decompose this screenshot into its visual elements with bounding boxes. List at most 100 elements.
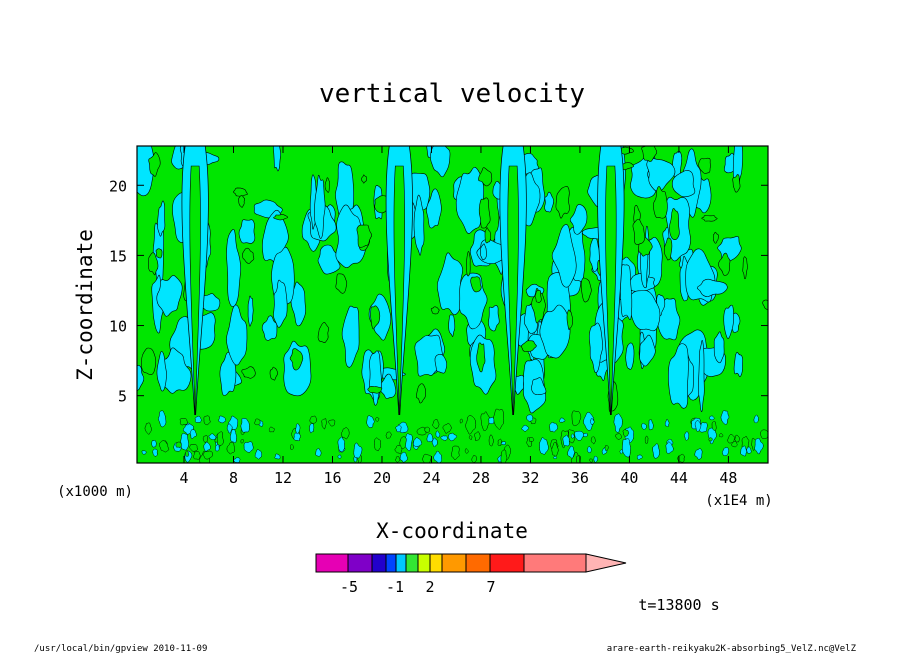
updraft-region	[619, 264, 633, 320]
boundary-cell	[615, 433, 622, 440]
downdraft-region	[478, 167, 493, 187]
updraft-region	[226, 228, 241, 307]
boundary-cell	[619, 449, 623, 455]
boundary-cell	[433, 450, 442, 463]
boundary-cell	[450, 445, 460, 460]
boundary-cell	[179, 418, 188, 426]
boundary-cell	[582, 432, 588, 438]
boundary-cell	[459, 418, 463, 424]
boundary-cell	[321, 418, 327, 430]
downdraft-region	[430, 306, 440, 315]
boundary-cell	[194, 415, 202, 423]
boundary-cell	[694, 420, 702, 432]
boundary-cell	[573, 430, 584, 441]
boundary-cell	[426, 433, 434, 443]
plume-core	[507, 165, 519, 420]
boundary-cell	[590, 417, 595, 426]
boundary-cell	[665, 441, 674, 454]
boundary-cell	[159, 440, 170, 453]
boundary-cell	[526, 414, 534, 422]
boundary-cell	[589, 458, 593, 463]
boundary-cell	[590, 436, 596, 445]
x-tick-label: 20	[373, 469, 391, 487]
boundary-cell	[274, 453, 281, 460]
colorbar-labels: -5 -1 2 7	[340, 578, 496, 596]
boundary-cell	[152, 448, 158, 457]
downdraft-region	[470, 276, 482, 293]
boundary-cell	[309, 415, 317, 424]
y-tick-label: 10	[109, 318, 127, 336]
downdraft-region	[232, 187, 248, 197]
updraft-region	[413, 194, 425, 256]
boundary-cell	[571, 410, 582, 427]
updraft-region	[696, 278, 728, 297]
updraft-region	[723, 304, 734, 339]
colorbar-extension	[585, 553, 627, 573]
boundary-cell	[309, 423, 315, 434]
updraft-region	[646, 158, 676, 192]
boundary-cell	[341, 427, 350, 440]
updraft-region	[448, 314, 456, 337]
downdraft-region	[238, 195, 245, 208]
downdraft-region	[148, 152, 161, 177]
colorbar-label: -5	[340, 578, 358, 596]
updraft-region	[668, 343, 689, 409]
boundary-cell	[567, 445, 575, 459]
x-tick-label: 44	[670, 469, 688, 487]
boundary-cell	[315, 448, 322, 457]
x-tick-label: 32	[521, 469, 539, 487]
updraft-region	[698, 340, 705, 413]
boundary-cell	[480, 411, 491, 432]
downdraft-region	[370, 305, 381, 330]
boundary-cell	[709, 415, 715, 421]
y-axis-unit: (x1000 m)	[57, 484, 133, 500]
boundary-cell	[328, 419, 336, 427]
boundary-cell	[216, 431, 224, 446]
x-tick-label: 36	[571, 469, 589, 487]
boundary-cell	[501, 441, 507, 445]
x-tick-label: 12	[274, 469, 292, 487]
downdraft-region	[335, 273, 348, 294]
downdraft-region	[324, 177, 330, 193]
boundary-cell	[254, 449, 262, 460]
colorbar-segment	[523, 553, 587, 573]
updraft-region	[539, 304, 571, 359]
updraft-region	[713, 331, 725, 364]
boundary-cell	[399, 451, 408, 463]
boundary-cell	[395, 456, 401, 463]
downdraft-region	[155, 248, 163, 259]
colorbar-segment	[315, 553, 349, 573]
boundary-cell	[720, 410, 730, 425]
downdraft-region	[762, 299, 768, 310]
boundary-cell	[208, 433, 217, 441]
x-tick-label: 28	[472, 469, 490, 487]
boundary-cell	[465, 415, 477, 435]
updraft-region	[551, 224, 577, 288]
updraft-region	[156, 275, 183, 317]
boundary-cell	[374, 437, 382, 452]
boundary-cell	[613, 413, 623, 433]
boundary-cell	[551, 441, 559, 457]
boundary-cell	[202, 435, 209, 443]
colorbar-label: -1	[386, 578, 404, 596]
updraft-region	[226, 304, 248, 366]
boundary-cell	[644, 435, 649, 444]
downdraft-region	[652, 186, 668, 219]
updraft-region	[273, 279, 288, 328]
boundary-cell	[521, 424, 529, 432]
boundary-cell	[337, 454, 342, 459]
boundary-cell	[366, 415, 375, 428]
boundary-cell	[718, 433, 724, 438]
boundary-cell	[559, 417, 566, 423]
colorbar-segment	[489, 553, 525, 573]
boundary-cell	[243, 441, 254, 453]
boundary-cell	[622, 429, 630, 437]
colorbar-segment	[441, 553, 467, 573]
boundary-cell	[622, 438, 631, 458]
plume-core	[393, 165, 405, 420]
downdraft-region	[289, 348, 304, 371]
colorbar-segment	[395, 553, 407, 573]
x-tick-label: 24	[422, 469, 440, 487]
downdraft-region	[718, 252, 731, 276]
